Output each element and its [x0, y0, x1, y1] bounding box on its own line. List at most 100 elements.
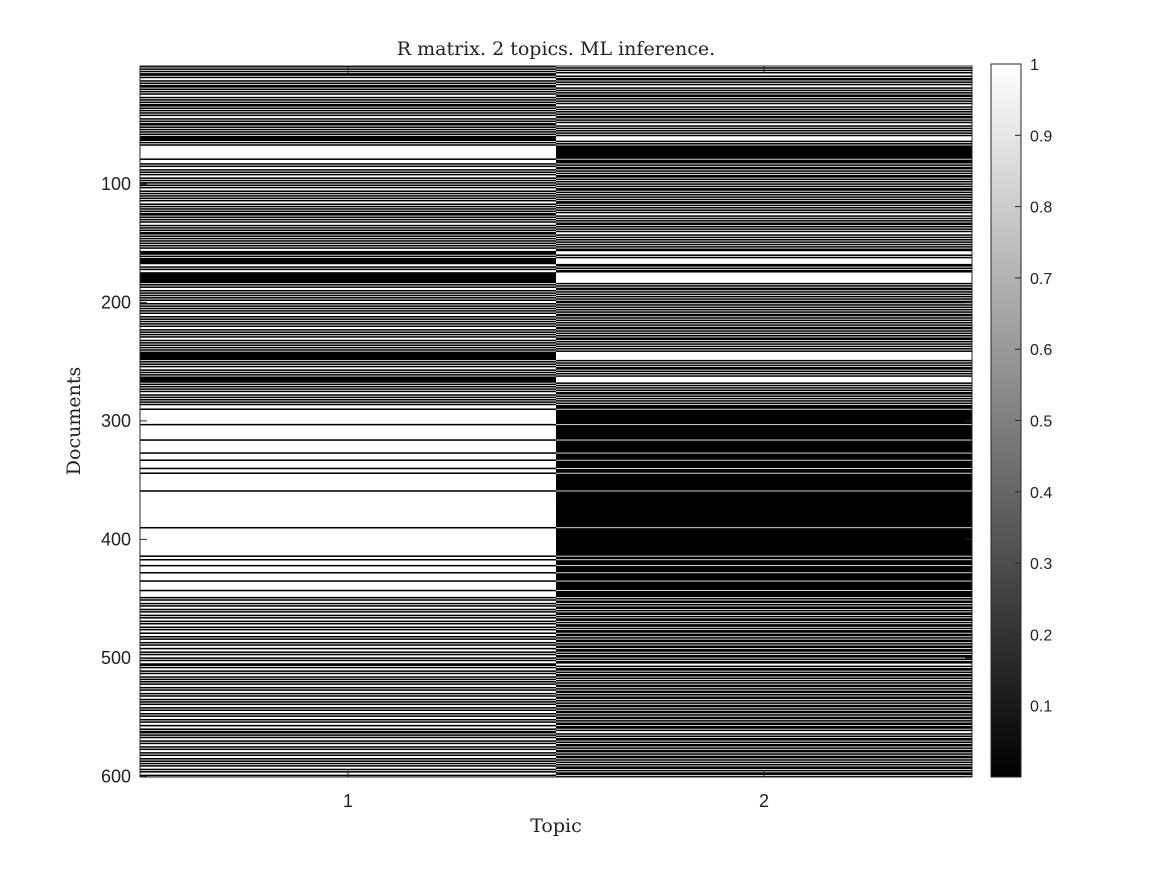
- heatmap-cell: [556, 634, 972, 637]
- heatmap-cell: [556, 225, 972, 228]
- heatmap-cell: [556, 301, 972, 304]
- heatmap-cell: [556, 560, 972, 562]
- heatmap-cell: [556, 153, 972, 156]
- heatmap-cell: [556, 750, 972, 753]
- heatmap-cell: [556, 116, 972, 119]
- heatmap-cell: [556, 106, 972, 108]
- heatmap-cell: [140, 122, 556, 125]
- heatmap-cell: [556, 518, 972, 521]
- heatmap-cell: [556, 89, 972, 92]
- heatmap-cell: [140, 90, 556, 93]
- heatmap-cell: [140, 294, 556, 297]
- heatmap-cell: [556, 121, 972, 124]
- heatmap-cell: [556, 726, 972, 728]
- heatmap-cell: [556, 515, 972, 517]
- heatmap-cell: [556, 143, 972, 145]
- heatmap-cell: [556, 263, 972, 266]
- heatmap-cell: [556, 708, 972, 710]
- heatmap-cell: [556, 468, 972, 471]
- heatmap-cell: [140, 526, 556, 529]
- heatmap-cell: [556, 474, 972, 477]
- heatmap-cell: [556, 530, 972, 533]
- heatmap-cell: [556, 457, 972, 459]
- heatmap-cell: [556, 209, 972, 211]
- heatmap-cell: [556, 150, 972, 152]
- heatmap-cell: [556, 220, 972, 222]
- heatmap-cell: [556, 667, 972, 670]
- heatmap-cell: [556, 359, 972, 362]
- heatmap-cell: [140, 664, 556, 666]
- heatmap-cell: [556, 480, 972, 483]
- heatmap-cell: [556, 477, 972, 479]
- heatmap-cell: [140, 105, 556, 107]
- heatmap-cell: [556, 492, 972, 495]
- heatmap-cell: [556, 420, 972, 422]
- heatmap-cell: [140, 396, 556, 399]
- heatmap-cell: [556, 407, 972, 409]
- heatmap-cell: [140, 214, 556, 216]
- heatmap-cell: [556, 532, 972, 535]
- heatmap-cell: [140, 139, 556, 142]
- heatmap-cell: [556, 129, 972, 132]
- heatmap-cell: [140, 626, 556, 629]
- heatmap-cell: [140, 617, 556, 619]
- heatmap-cell: [140, 259, 556, 261]
- colorbar-ticks: 0.1 0.2 0.3 0.4 0.5 0.6 0.7 0.8 0.9 1: [1015, 57, 1052, 716]
- heatmap-cell: [140, 490, 556, 492]
- heatmap-cell: [556, 699, 972, 702]
- heatmap-cell: [556, 446, 972, 448]
- heatmap-cell: [556, 95, 972, 98]
- heatmap-cell: [140, 670, 556, 672]
- heatmap-cell: [140, 323, 556, 325]
- heatmap-cell: [556, 368, 972, 370]
- heatmap-cell: [556, 198, 972, 201]
- heatmap-cell: [556, 222, 972, 224]
- colorbar-tick-label: 0.5: [1030, 414, 1052, 431]
- heatmap-cell: [556, 211, 972, 214]
- heatmap-cell: [556, 176, 972, 178]
- heatmap-cell: [556, 422, 972, 425]
- heatmap-cell: [140, 676, 556, 678]
- heatmap-cell: [556, 595, 972, 598]
- heatmap-cell: [556, 654, 972, 657]
- heatmap-cell: [140, 120, 556, 123]
- heatmap-cell: [140, 731, 556, 734]
- heatmap-cell: [556, 506, 972, 509]
- colorbar-tick-label: 0.9: [1030, 128, 1052, 145]
- heatmap-cell: [556, 682, 972, 684]
- heatmap-cell: [556, 314, 972, 317]
- heatmap-cell: [556, 321, 972, 324]
- heatmap-cell: [556, 370, 972, 373]
- heatmap-cell: [140, 165, 556, 168]
- heatmap-cell: [556, 581, 972, 584]
- heatmap-cell: [140, 632, 556, 634]
- heatmap-cell: [140, 376, 556, 379]
- heatmap-cell: [556, 519, 972, 522]
- heatmap-cell: [556, 455, 972, 458]
- heatmap-cell: [556, 147, 972, 150]
- heatmap-cell: [556, 684, 972, 687]
- heatmap-cell: [140, 439, 556, 441]
- heatmap-cell: [556, 499, 972, 502]
- heatmap-cell: [556, 461, 972, 464]
- heatmap-cell: [140, 380, 556, 382]
- heatmap-cell: [556, 582, 972, 585]
- heatmap-cell: [140, 273, 556, 275]
- heatmap-cell: [556, 690, 972, 693]
- heatmap-cell: [140, 408, 556, 410]
- heatmap-cell: [556, 763, 972, 766]
- heatmap-cell: [140, 611, 556, 613]
- heatmap-cell: [140, 452, 556, 454]
- heatmap-cell: [140, 401, 556, 403]
- heatmap-cell: [140, 255, 556, 258]
- heatmap-cell: [140, 371, 556, 374]
- heatmap-cell: [556, 119, 972, 121]
- heatmap-cell: [556, 766, 972, 768]
- heatmap-cell: [140, 383, 556, 386]
- heatmap-cell: [556, 485, 972, 488]
- heatmap-cell: [556, 298, 972, 300]
- heatmap-cell: [140, 310, 556, 312]
- heatmap-cell: [140, 186, 556, 189]
- heatmap-cell: [556, 445, 972, 447]
